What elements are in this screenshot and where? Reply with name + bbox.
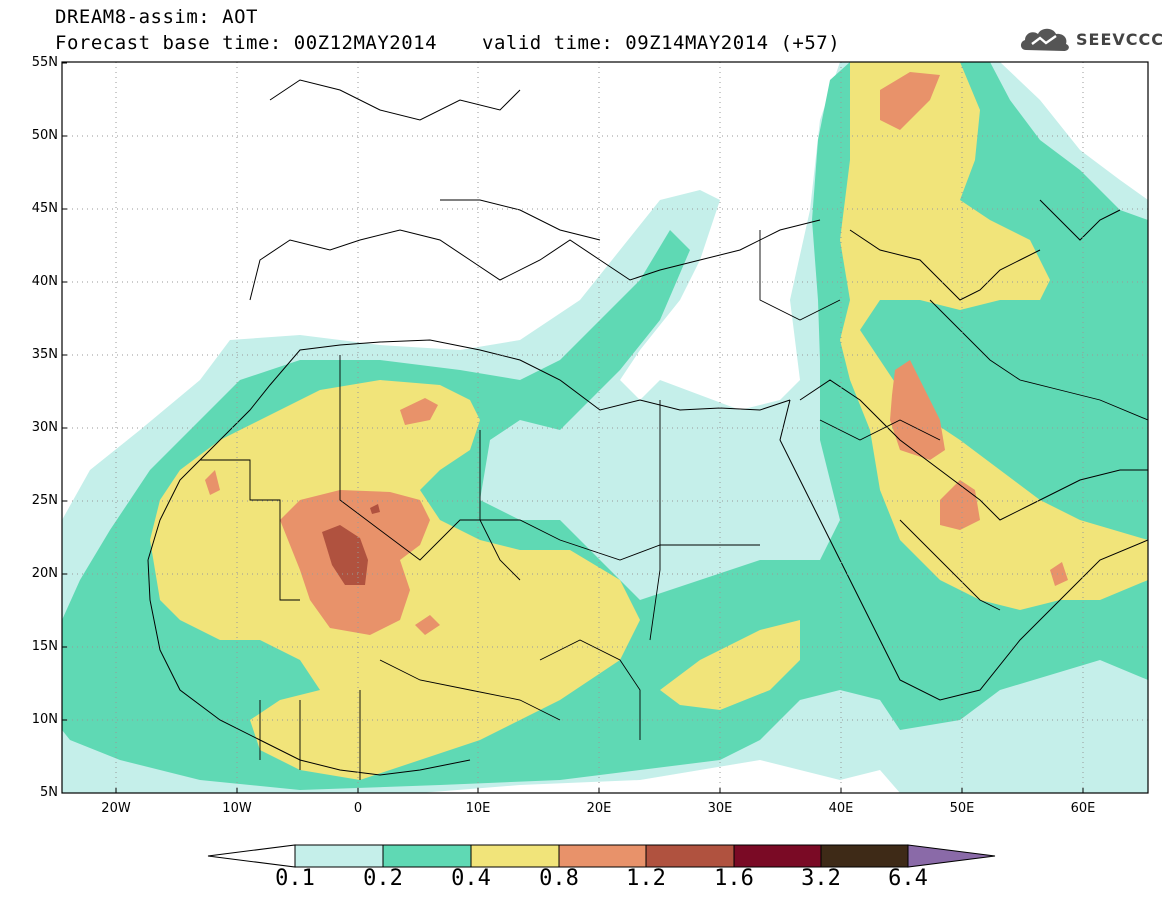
colorbar-label: 0.2 bbox=[363, 866, 403, 891]
lat-label: 25N bbox=[31, 493, 58, 508]
lon-label: 50E bbox=[949, 801, 975, 816]
logo-text: SEEVCCC bbox=[1076, 29, 1164, 49]
lat-label: 55N bbox=[31, 55, 58, 70]
colorbar-label: 6.4 bbox=[888, 866, 928, 891]
colorbar-label: 0.8 bbox=[539, 866, 579, 891]
colorbar-high-arrow bbox=[907, 844, 996, 868]
colorbar-label: 0.1 bbox=[275, 866, 315, 891]
lon-label: 40E bbox=[828, 801, 854, 816]
aot-band-0-8-small2 bbox=[205, 470, 220, 495]
map-frame bbox=[61, 61, 1149, 794]
map-title-base-time: Forecast base time: 00Z12MAY2014 bbox=[55, 32, 438, 54]
map-title-line1: DREAM8-assim: AOT bbox=[55, 6, 258, 28]
aot-band-0-8-small3 bbox=[415, 615, 440, 635]
lon-label: 20W bbox=[101, 801, 131, 816]
colorbar-label: 0.4 bbox=[451, 866, 491, 891]
cloud-logo-icon bbox=[1020, 28, 1069, 51]
lon-label: 10W bbox=[222, 801, 252, 816]
lon-label: 10E bbox=[465, 801, 491, 816]
colorbar-swatch-7 bbox=[820, 844, 909, 868]
lon-label: 0 bbox=[353, 801, 363, 816]
colorbar-label: 1.2 bbox=[626, 866, 666, 891]
lat-label: 45N bbox=[31, 201, 58, 216]
country-borders bbox=[200, 230, 1148, 780]
colorbar-low-arrow bbox=[207, 844, 296, 868]
lat-label: 50N bbox=[31, 128, 58, 143]
lon-label: 60E bbox=[1070, 801, 1096, 816]
aot-field bbox=[62, 62, 1148, 793]
colorbar-swatch-5 bbox=[645, 844, 735, 868]
aot-band-0-4-sudan bbox=[660, 620, 800, 710]
colorbar bbox=[207, 844, 996, 868]
aot-band-0-4-east bbox=[840, 62, 1148, 610]
lat-label: 5N bbox=[40, 785, 58, 800]
lat-label: 15N bbox=[31, 639, 58, 654]
lat-label: 30N bbox=[31, 420, 58, 435]
aot-band-1-2-spot bbox=[370, 504, 380, 514]
lat-label: 40N bbox=[31, 274, 58, 289]
colorbar-swatch-2 bbox=[382, 844, 472, 868]
colorbar-swatch-3 bbox=[470, 844, 560, 868]
graticule bbox=[62, 62, 1148, 793]
lat-label: 20N bbox=[31, 566, 58, 581]
map-title-valid-time: valid time: 09Z14MAY2014 (+57) bbox=[482, 32, 841, 54]
aot-band-0-8-oman bbox=[1050, 562, 1068, 586]
aot-band-0-8-iraq bbox=[890, 360, 945, 460]
seevccc-logo: SEEVCCC bbox=[1018, 24, 1164, 54]
colorbar-swatch-1 bbox=[294, 844, 384, 868]
colorbar-label: 3.2 bbox=[801, 866, 841, 891]
lon-label: 20E bbox=[586, 801, 612, 816]
lat-label: 10N bbox=[31, 712, 58, 727]
lon-label: 30E bbox=[707, 801, 733, 816]
aot-band-1-2 bbox=[322, 525, 368, 585]
aot-band-0-8-small1 bbox=[400, 398, 438, 425]
colorbar-label: 1.6 bbox=[714, 866, 754, 891]
lat-label: 35N bbox=[31, 347, 58, 362]
aot-band-0-8-north bbox=[880, 72, 940, 130]
colorbar-swatch-6 bbox=[733, 844, 822, 868]
axis-ticks bbox=[62, 62, 1084, 794]
colorbar-swatch-4 bbox=[558, 844, 647, 868]
